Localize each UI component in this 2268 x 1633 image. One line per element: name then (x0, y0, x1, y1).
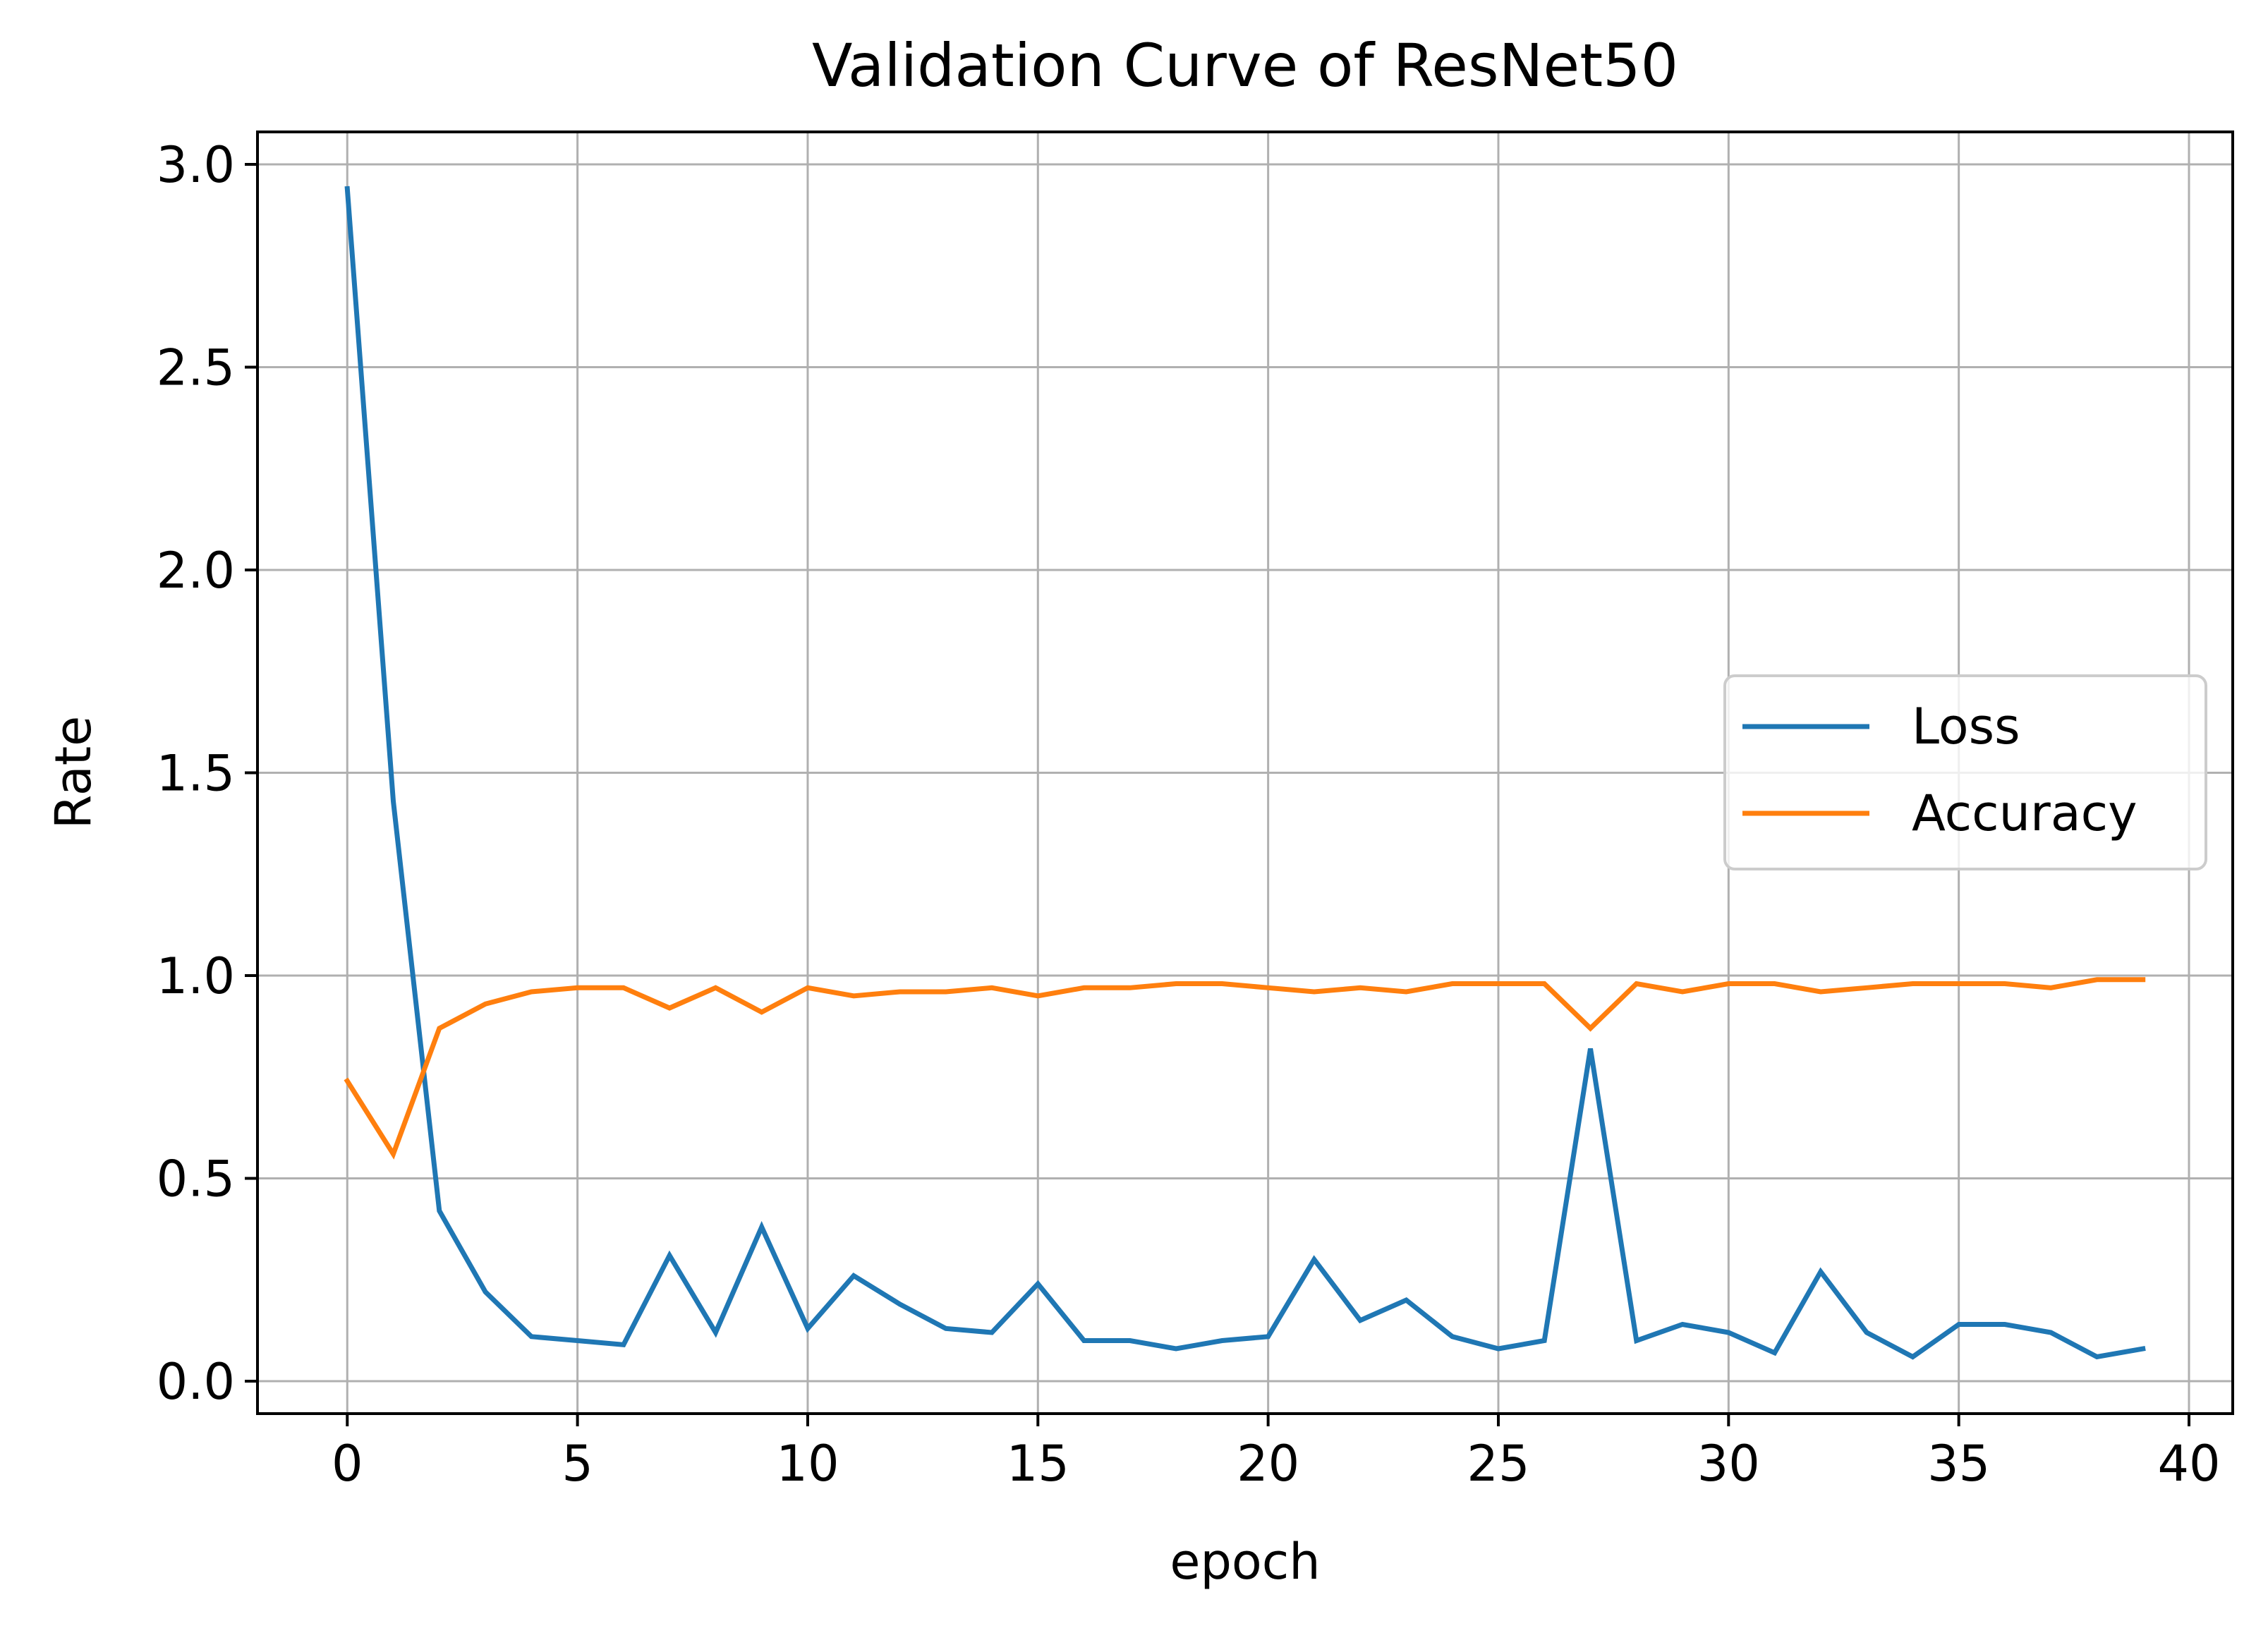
chart-title: Validation Curve of ResNet50 (812, 31, 1678, 100)
series-lines (344, 186, 2146, 1360)
x-tick-label: 40 (2157, 1435, 2220, 1493)
y-tick-label: 2.0 (157, 542, 235, 600)
x-tick-label: 5 (562, 1435, 593, 1493)
x-tick-label: 10 (776, 1435, 839, 1493)
y-tick-label: 0.5 (157, 1151, 235, 1208)
grid-lines (257, 132, 2233, 1414)
x-tick-label: 30 (1697, 1435, 1760, 1493)
y-tick-label: 2.5 (157, 339, 235, 397)
x-axis-label: epoch (1170, 1533, 1320, 1591)
axis-ticks: 0 5 10 15 20 25 30 35 40 0.0 0.5 1.0 1.5 2.0 2.5 3.0 (157, 136, 2221, 1493)
y-tick-label: 3.0 (157, 136, 235, 194)
series-line-accuracy (344, 977, 2146, 1160)
y-axis-label: Rate (44, 716, 102, 830)
y-tick-label: 0.0 (157, 1353, 235, 1411)
x-tick-label: 35 (1927, 1435, 1990, 1493)
y-tick-label: 1.0 (157, 947, 235, 1005)
x-tick-label: 20 (1237, 1435, 1299, 1493)
legend: Loss Accuracy (1723, 674, 2207, 870)
x-tick-label: 0 (332, 1435, 363, 1493)
legend-label-loss: Loss (1912, 698, 2020, 755)
x-tick-label: 15 (1007, 1435, 1069, 1493)
x-tick-label: 25 (1467, 1435, 1529, 1493)
legend-label-accuracy: Accuracy (1912, 784, 2137, 842)
y-tick-label: 1.5 (157, 745, 235, 803)
series-line-loss (344, 186, 2146, 1360)
